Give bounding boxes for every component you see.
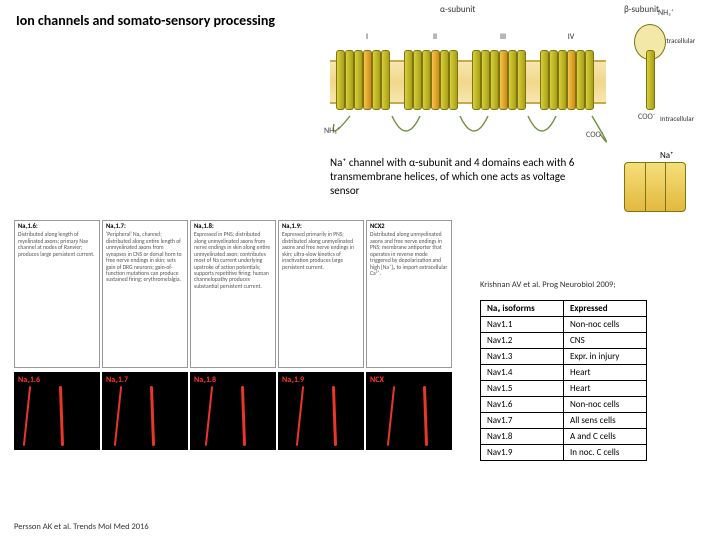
intracellular-label: Intracellular (660, 114, 694, 123)
table-row: Nav1.3Expr. in injury (481, 349, 647, 365)
panel: Naᵥ1.9:Expressed primarily in PNS; distr… (278, 220, 364, 368)
table-row: Nav1.7All sens cells (481, 413, 647, 429)
table-header-isoforms: Naᵥ isoforms (481, 301, 564, 317)
coo-alpha-label: COO⁻ (586, 130, 604, 140)
beta-subunit-label: β-subunit (624, 4, 659, 15)
table-row: Nav1.8A and C cells (481, 429, 647, 445)
panel: Naᵥ1.8:Expressed in PNS; distributed alo… (190, 220, 276, 368)
beta-subunit: NH₃⁺ COO⁻ (620, 50, 680, 110)
table-row: Nav1.6Non-noc cells (481, 397, 647, 413)
coo-label: COO⁻ (638, 112, 656, 122)
table-row: Nav1.4Heart (481, 365, 647, 381)
micrograph: NCX (366, 372, 452, 450)
panel: Naᵥ1.7:'Peripheral' Naᵥ channel; distrib… (102, 220, 188, 368)
micrograph-row: Naᵥ1.6Naᵥ1.7Naᵥ1.8Naᵥ1.9NCX (14, 372, 452, 450)
micrograph: Naᵥ1.6 (14, 372, 100, 450)
table-row: Nav1.1Non-noc cells (481, 317, 647, 333)
table-header-expressed: Expressed (564, 301, 647, 317)
domain-I: I (336, 50, 398, 110)
channel-diagram: α-subunit β-subunit Extracellular Intrac… (320, 6, 700, 151)
nh3-label: NH₃⁺ (658, 8, 674, 18)
description-panels: Naᵥ1.6:Distributed along length of myeli… (14, 220, 452, 368)
pore-top-view (624, 162, 696, 218)
table-row: Nav1.9In noc. C cells (481, 445, 647, 461)
table-row: Nav1.2CNS (481, 333, 647, 349)
micrograph: Naᵥ1.9 (278, 372, 364, 450)
table-row: Nav1.5Heart (481, 381, 647, 397)
reference-2: Persson AK et al. Trends Mol Med 2016 (14, 522, 149, 532)
nav-isoform-table: Naᵥ isoforms Expressed Nav1.1Non-noc cel… (480, 300, 647, 461)
na-ion-label: Na⁺ (660, 150, 673, 161)
micrograph: Naᵥ1.8 (190, 372, 276, 450)
panel: Naᵥ1.6:Distributed along length of myeli… (14, 220, 100, 368)
domain-III: III (472, 50, 534, 110)
panel: NCX2Distributed along unmyelinated axons… (366, 220, 452, 368)
micrograph: Naᵥ1.7 (102, 372, 188, 450)
nh3-alpha-label: NH₃⁺ (324, 126, 340, 136)
domain-II: II (404, 50, 466, 110)
diagram-caption: Na⁺ channel with α-subunit and 4 domains… (330, 156, 590, 197)
reference-1: Krishnan AV et al. Prog Neurobiol 2009; (480, 280, 616, 290)
domain-IV: IV (540, 50, 602, 110)
